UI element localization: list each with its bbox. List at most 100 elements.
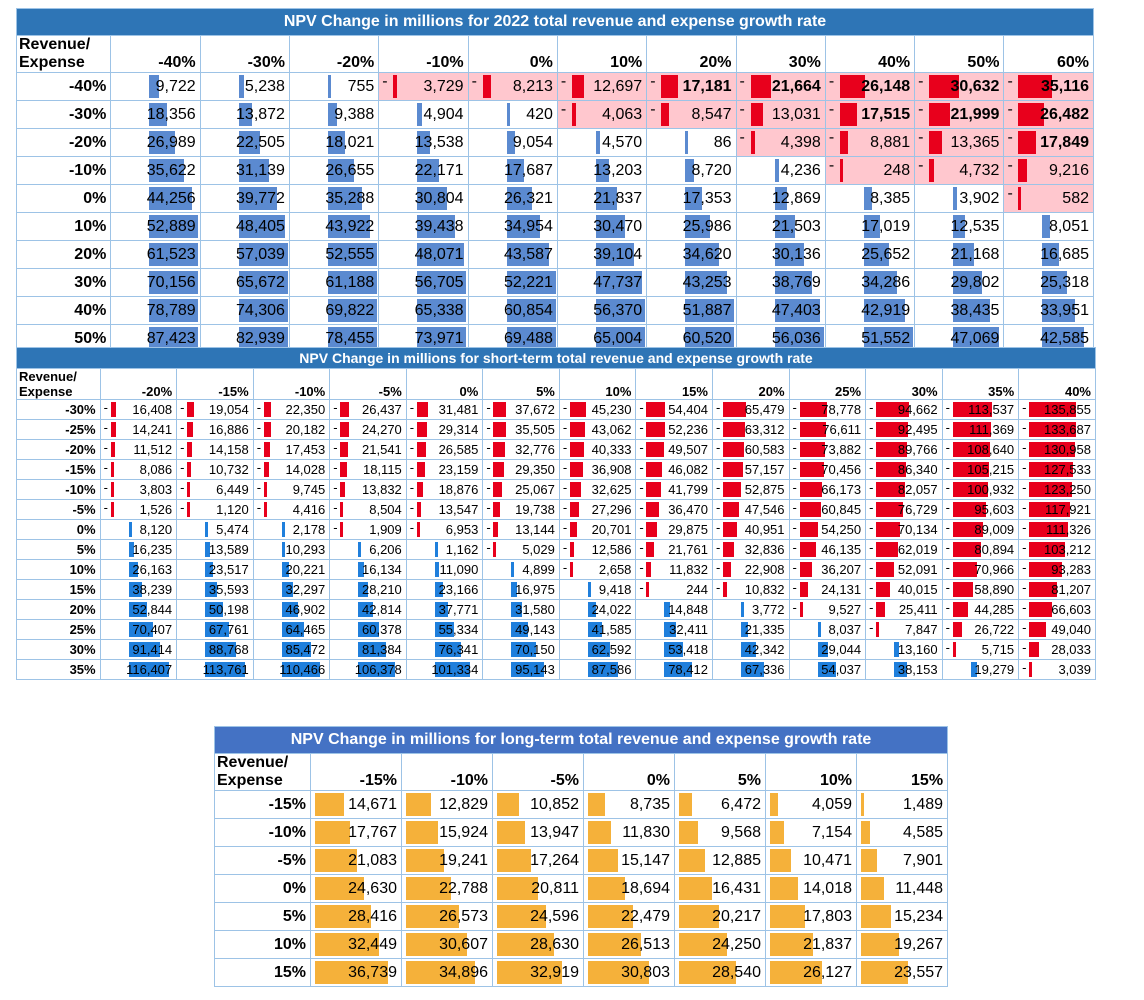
positive-data-bar [740, 622, 749, 637]
npv-value-text: 31,139 [236, 161, 285, 179]
negative-data-bar [952, 522, 984, 537]
npv-value-cell: 11,830 [583, 818, 675, 847]
negative-sign: - [715, 580, 721, 596]
negative-sign: - [409, 420, 415, 436]
negative-sign: - [869, 620, 874, 636]
npv-value-cell: - 8,504 [329, 499, 407, 520]
npv-value-cell: - 4,398 [735, 128, 826, 157]
npv-value-text: 10,293 [285, 542, 326, 557]
npv-value-cell: 95,143 [482, 659, 560, 680]
positive-data-bar [588, 793, 606, 816]
npv-value-cell: 43,587 [467, 240, 558, 269]
npv-value-text: 34,286 [861, 273, 911, 291]
npv-value-cell: 8,120 [99, 519, 178, 540]
npv-value-cell: - 113,537 [941, 399, 1020, 420]
npv-value-cell: 69,822 [288, 296, 380, 325]
npv-value-text: 42,342 [744, 642, 785, 657]
table-row: -20% 26,989 22,505 18,021 13,538 9,054 4,570 86… [15, 128, 1094, 157]
negative-data-bar [110, 502, 114, 517]
npv-value-cell: - 4,416 [252, 499, 331, 520]
npv-value-text: 86 [713, 133, 732, 151]
positive-data-bar [861, 905, 892, 928]
negative-sign: - [562, 540, 568, 556]
npv-value-text: 20,811 [531, 879, 579, 897]
npv-value-text: 51,887 [682, 301, 732, 319]
negative-data-bar [646, 562, 651, 577]
positive-data-bar [238, 327, 288, 350]
expense-growth-column-header: -5% [492, 753, 584, 791]
negative-sign: - [256, 480, 262, 496]
npv-value-cell: - 10,732 [176, 459, 254, 480]
positive-data-bar [1042, 243, 1059, 266]
npv-value-cell: 755 [288, 72, 380, 101]
npv-value-cell: 32,449 [310, 930, 402, 959]
negative-sign: - [792, 520, 797, 536]
negative-data-bar [569, 462, 583, 477]
npv-value-text: 19,054 [208, 402, 249, 417]
npv-value-cell: 19,279 [941, 659, 1020, 680]
npv-value-cell: 25,318 [1003, 268, 1094, 297]
negative-data-bar [340, 482, 346, 497]
npv-value-cell: 44,256 [110, 184, 201, 213]
negative-sign: - [180, 480, 185, 496]
negative-data-bar [952, 462, 990, 477]
negative-data-bar [750, 103, 764, 126]
negative-sign: - [333, 520, 338, 536]
npv-value-text: 17,353 [682, 189, 732, 207]
npv-value-cell: 26,513 [583, 930, 675, 959]
npv-value-text: 55,334 [438, 622, 479, 637]
npv-value-text: 15,147 [621, 851, 670, 869]
npv-value-cell: 116,407 [99, 659, 178, 680]
npv-value-cell: - 117,921 [1018, 499, 1096, 520]
npv-value-text: 6,953 [445, 522, 479, 537]
npv-value-cell: 57,039 [199, 240, 290, 269]
positive-data-bar [417, 243, 464, 266]
npv-value-text: 20,701 [591, 522, 632, 537]
negative-sign: - [639, 420, 644, 436]
positive-data-bar [588, 961, 650, 984]
negative-sign: - [562, 560, 568, 576]
positive-data-bar [664, 622, 676, 637]
npv-value-text: 43,922 [325, 217, 375, 235]
npv-value-cell: - 18,876 [405, 479, 484, 500]
npv-value-cell: - 8,881 [824, 128, 916, 157]
negative-data-bar [799, 562, 813, 577]
table-row: 5% 16,235 13,589 10,293 6,206 1,162-5,029-12,… [16, 539, 1096, 560]
negative-data-bar [340, 442, 348, 457]
npv-value-text: 24,131 [821, 582, 862, 597]
npv-value-text: 32,625 [591, 482, 632, 497]
npv-long-term-table: NPV Change in millions for long-term tot… [213, 726, 949, 987]
npv-value-text: 94,662 [897, 402, 938, 417]
positive-data-bar [774, 327, 824, 350]
table-row: 20% 52,844 50,198 46,902 42,814 37,771 31,580 2… [16, 599, 1096, 620]
npv-value-text: 22,350 [285, 402, 326, 417]
npv-value-text: 21,083 [348, 851, 397, 869]
npv-value-text: 11,512 [133, 442, 173, 457]
negative-data-bar [493, 462, 504, 477]
npv-value-cell: 6,472 [674, 790, 766, 819]
npv-value-text: 73,971 [414, 329, 464, 347]
revenue-growth-row-header: -20% [16, 439, 101, 460]
npv-value-text: 49,507 [668, 442, 708, 457]
npv-value-text: 32,836 [744, 542, 785, 557]
positive-data-bar [238, 187, 278, 210]
npv-value-cell: 22,479 [583, 902, 675, 931]
negative-sign: - [792, 500, 797, 516]
npv-value-text: 25,318 [1040, 273, 1089, 291]
npv-value-cell: 4,236 [735, 156, 826, 185]
negative-data-bar [1029, 462, 1074, 477]
negative-data-bar [493, 482, 503, 497]
npv-value-cell: - 18,115 [329, 459, 407, 480]
npv-value-cell: 81,384 [329, 639, 407, 660]
npv-value-text: 5,238 [244, 77, 285, 95]
positive-data-bar [506, 103, 510, 126]
negative-data-bar [569, 502, 580, 517]
npv-value-text: 28,210 [362, 582, 402, 597]
positive-data-bar [417, 187, 448, 210]
npv-value-cell: 47,069 [914, 324, 1005, 353]
negative-sign: - [869, 480, 874, 496]
positive-data-bar [506, 187, 533, 210]
revenue-growth-row-header: 5% [214, 902, 311, 931]
npv-value-cell: 49,143 [482, 619, 560, 640]
revenue-label: Revenue/ [19, 36, 91, 54]
